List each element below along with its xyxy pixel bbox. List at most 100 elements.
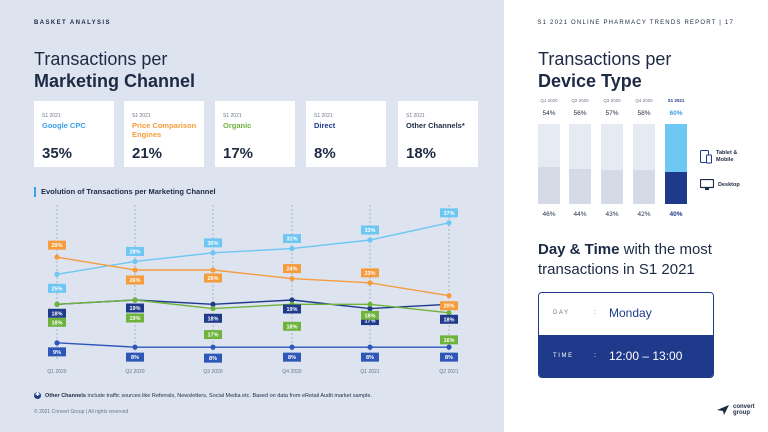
footnote-bold: Other Channels	[45, 392, 86, 399]
device-quarter-label: Q2 2020	[571, 98, 589, 103]
footnote-text: include traffic sources like Referrals, …	[85, 392, 372, 399]
day-colon: :	[594, 309, 596, 316]
series-line	[56, 222, 450, 275]
series-line	[56, 299, 450, 314]
data-label: 18%	[286, 324, 297, 330]
data-point	[367, 280, 373, 286]
device-desktop-value: 44%	[573, 211, 587, 218]
device-quarter-label: Q3 2020	[603, 98, 621, 103]
data-label-box	[440, 314, 458, 324]
data-label-box	[283, 304, 301, 314]
left-panel	[0, 0, 504, 432]
data-label-box	[283, 321, 301, 331]
data-label: 8%	[366, 355, 374, 361]
marketing-title: Transactions per Marketing Channel	[34, 48, 195, 92]
data-label-box	[48, 317, 66, 327]
data-label: 8%	[445, 355, 453, 361]
time-colon: :	[594, 352, 596, 359]
data-label: 19%	[129, 316, 140, 322]
device-quarter-label: Q4 2020	[635, 98, 653, 103]
data-label-box	[126, 303, 144, 313]
data-point	[132, 344, 138, 350]
marketing-title-line1: Transactions per	[34, 49, 168, 69]
data-point	[446, 344, 452, 350]
x-tick-label: Q1 2021	[360, 369, 379, 375]
device-title-line2: Device Type	[538, 71, 642, 91]
data-point	[132, 297, 138, 303]
kpi-name: Direct	[314, 121, 336, 130]
data-label-box	[440, 301, 458, 311]
data-label-box	[283, 234, 301, 244]
data-point	[446, 310, 452, 316]
kpi-period: S1 2021	[406, 113, 425, 119]
data-label: 18%	[51, 311, 62, 317]
device-desktop-value: 46%	[542, 211, 556, 218]
copyright: © 2021 Convert Group | All rights reserv…	[34, 409, 129, 415]
device-bar-tablet	[538, 124, 560, 167]
data-point	[289, 344, 295, 350]
data-point	[210, 305, 216, 312]
daytime-heading-rest: with the most transactions in S1 2021	[538, 241, 712, 278]
day-label: DAY	[553, 310, 570, 316]
x-tick-label: Q4 2020	[282, 369, 301, 375]
data-label-box	[361, 352, 379, 362]
device-bar-desktop	[601, 170, 623, 204]
data-label-box	[361, 310, 379, 320]
device-column	[538, 124, 560, 204]
data-point	[367, 305, 373, 312]
data-label: 8%	[131, 355, 139, 361]
data-label: 18%	[51, 320, 62, 326]
kpi-name: Other Channels*	[406, 121, 465, 130]
tablet-mobile-icon	[700, 150, 712, 164]
kpi-card-price-comparison: S1 2021 Price Comparison Engines 21%	[124, 101, 204, 167]
data-label: 28%	[129, 249, 140, 255]
kpi-value: 8%	[314, 145, 336, 162]
kpi-name: Organic	[223, 121, 252, 130]
device-desktop-value: 43%	[605, 211, 619, 218]
data-label: 26%	[129, 278, 140, 284]
data-label-box	[126, 246, 144, 256]
device-bar-tablet	[665, 124, 687, 172]
data-label-box	[361, 225, 379, 235]
device-title-line1: Transactions per	[538, 49, 672, 69]
data-label: 25%	[51, 286, 62, 292]
logo-arrow-icon	[717, 405, 729, 415]
data-label-box	[361, 268, 379, 278]
device-bar-tablet	[633, 124, 655, 170]
kpi-period: S1 2021	[314, 113, 333, 119]
device-bar-desktop	[665, 172, 687, 204]
kpi-value: 17%	[223, 145, 254, 162]
device-bar-desktop	[538, 167, 560, 204]
data-point	[132, 267, 138, 273]
device-tablet-value: 56%	[573, 110, 587, 117]
series-line	[56, 256, 450, 297]
device-tablet-value: 60%	[669, 110, 683, 117]
data-point	[446, 293, 452, 299]
series-line	[56, 342, 449, 348]
desktop-icon	[700, 179, 714, 190]
device-quarter-label: Q1 2020	[540, 98, 558, 103]
data-label-box	[204, 330, 222, 340]
legend-tablet-mobile: Tablet & Mobile	[700, 150, 752, 164]
data-label: 33%	[364, 228, 375, 234]
time-row: TIME : 12:00 – 13:00	[539, 335, 713, 377]
data-point	[54, 340, 60, 346]
data-label: 19%	[129, 306, 140, 312]
data-label: 31%	[286, 237, 297, 243]
section-label: BASKET ANALYSIS	[34, 20, 111, 26]
convert-group-logo: convert group	[716, 404, 755, 416]
data-label: 17%	[364, 319, 375, 325]
data-label: 16%	[443, 338, 454, 344]
data-label: 8%	[288, 355, 296, 361]
data-point	[54, 301, 60, 307]
data-point	[367, 237, 373, 243]
data-label: 37%	[443, 211, 454, 217]
data-point	[210, 344, 216, 350]
data-label: 20%	[443, 304, 454, 310]
data-label-box	[440, 352, 458, 362]
data-label: 30%	[207, 241, 218, 247]
asterisk-icon: ✱	[34, 392, 41, 399]
device-column	[569, 124, 591, 204]
data-point	[446, 220, 452, 226]
device-desktop-value: 40%	[669, 211, 683, 218]
